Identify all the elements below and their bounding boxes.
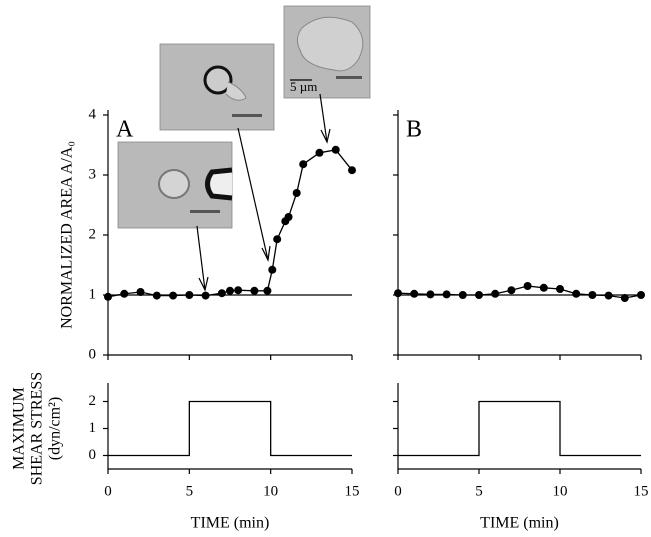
x-axis-label: TIME (min)	[191, 515, 270, 532]
x-axis-label: TIME (min)	[480, 515, 559, 532]
x-tick-label: 0	[394, 483, 402, 499]
y-tick-label: 2	[89, 226, 97, 242]
data-point	[315, 148, 324, 157]
x-tick-label: 15	[345, 483, 360, 499]
data-line	[398, 400, 641, 457]
y-tick-label: 2	[89, 393, 97, 409]
data-point	[292, 189, 301, 197]
data-point	[637, 291, 645, 299]
data-point	[620, 294, 629, 302]
data-point	[104, 292, 112, 301]
data-line	[397, 285, 642, 299]
y-tick-label: 0	[89, 346, 97, 362]
data-point	[539, 283, 548, 292]
data-point	[284, 213, 293, 221]
data-point	[234, 286, 243, 295]
micrograph-3	[283, 5, 371, 99]
x-tick-label: 10	[263, 483, 278, 499]
data-point	[556, 285, 564, 293]
data-point	[263, 286, 272, 295]
data-point	[185, 291, 194, 299]
x-tick-label: 10	[553, 483, 568, 499]
data-line	[108, 400, 352, 457]
micrograph-1	[117, 141, 233, 229]
data-point	[299, 160, 308, 169]
data-point	[491, 289, 500, 298]
micrograph-2	[159, 43, 275, 131]
data-point	[201, 291, 210, 300]
data-point	[250, 286, 259, 295]
scale-bar-label: 5 µm	[290, 79, 317, 94]
y-tick-label: 3	[89, 166, 97, 182]
data-point	[507, 286, 516, 295]
y-tick-label: 1	[89, 286, 97, 302]
data-point	[475, 291, 483, 299]
data-point	[226, 286, 234, 295]
data-point	[572, 289, 581, 298]
data-point	[268, 265, 277, 274]
y-axis-label: (dyn/cm²)	[47, 397, 64, 460]
data-point	[442, 290, 451, 299]
data-point	[348, 166, 356, 175]
x-tick-label: 5	[186, 483, 194, 499]
y-axis-label: MAXIMUM	[11, 387, 28, 470]
data-point	[523, 282, 532, 290]
data-point	[217, 289, 226, 298]
y-axis-label: SHEAR STRESS	[29, 372, 46, 485]
x-tick-label: 0	[104, 483, 112, 499]
data-point	[120, 289, 129, 298]
data-point	[136, 288, 145, 296]
data-point	[588, 291, 597, 299]
data-point	[169, 291, 178, 300]
data-point	[426, 290, 435, 299]
arrows	[196, 93, 331, 292]
y-tick-label: 0	[89, 447, 97, 463]
y-tick-label: 4	[89, 106, 97, 122]
panel-label: A	[116, 117, 134, 143]
y-axis-label: NORMALIZED AREA A/A₀	[59, 141, 76, 329]
data-point	[273, 235, 282, 244]
x-tick-label: 5	[475, 483, 483, 499]
x-tick-label: 15	[634, 483, 649, 499]
data-point	[152, 291, 161, 300]
data-point	[604, 291, 613, 300]
panel-label: B	[406, 117, 422, 143]
data-point	[331, 145, 340, 154]
data-point	[458, 291, 467, 299]
y-tick-label: 1	[89, 420, 97, 436]
data-point	[394, 289, 402, 298]
data-point	[410, 289, 419, 298]
